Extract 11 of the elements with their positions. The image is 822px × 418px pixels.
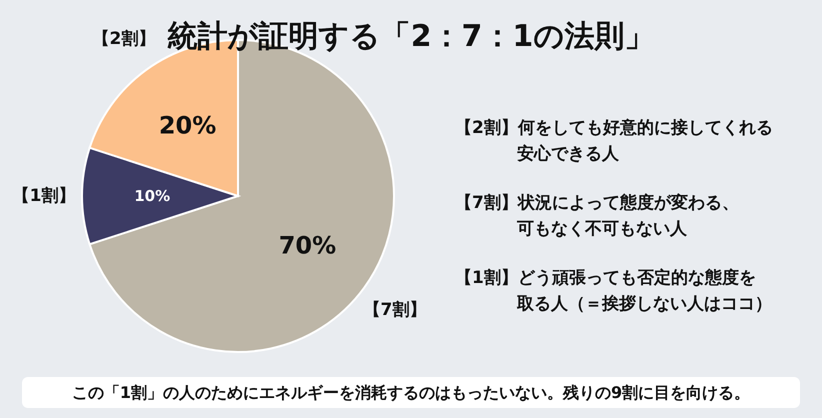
data-label: 10% [134,187,170,205]
data-label: 20% [158,112,216,140]
text: 【7割】状況によって態度が変わる、可もなく不可もない人 [455,193,739,239]
slice-label: 【7割】 [364,300,426,320]
slice-label: 【2割】 [92,29,156,50]
text: 【1割】どう頑張っても否定的な態度を取る人（＝挨拶しない人はココ） [455,268,772,314]
text: 【2割】何をしても好意的に接してくれる安心できる人 [455,118,773,164]
data-label: 70% [278,231,336,260]
text: この「1割」の人のためにエネルギーを消耗するのはもったいない。残りの9割に目を向ける。 [72,383,750,402]
slice-label: 【1割】 [12,186,76,206]
chart-title: 統計が証明する「2：7：1の法則」 [166,19,654,54]
